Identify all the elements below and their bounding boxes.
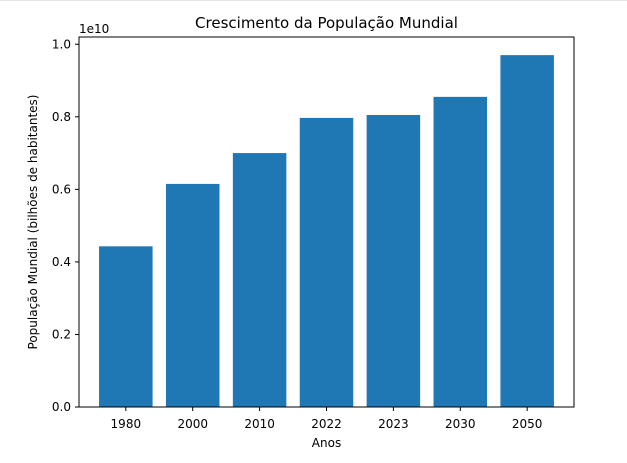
x-tick-label: 2050	[512, 417, 543, 431]
x-tick-label: 2000	[177, 417, 208, 431]
bar-2010	[232, 153, 287, 407]
bar-2023	[366, 114, 421, 407]
bar-1980	[99, 246, 153, 407]
x-tick-label: 2010	[244, 417, 275, 431]
bars-group	[99, 55, 554, 408]
y-tick-label: 0.6	[52, 182, 71, 196]
chart-title: Crescimento da População Mundial	[195, 14, 458, 32]
y-tick-label: 0.4	[52, 255, 71, 269]
bar-2022	[299, 117, 354, 408]
bar-2000	[165, 183, 220, 407]
y-tick-label: 0.2	[52, 327, 71, 341]
plot-frame	[78, 36, 575, 408]
bar-2030	[433, 96, 488, 408]
bar-2050	[500, 55, 554, 407]
x-tick-label: 2023	[378, 417, 409, 431]
top-divider	[0, 0, 627, 1]
y-tick-label: 1.0	[52, 37, 71, 51]
y-tick-label: 0.8	[52, 110, 71, 124]
x-tick-label: 1980	[111, 417, 142, 431]
x-tick-label: 2022	[311, 417, 342, 431]
y-axis-label: População Mundial (bilhões de habitantes…	[26, 95, 40, 350]
x-tick-label: 2030	[445, 417, 476, 431]
y-axis-offset-label: 1e10	[79, 22, 109, 36]
x-axis: 1980 2000 2010 2022 2023 2030 2050	[111, 407, 543, 431]
y-axis: 0.0 0.2 0.4 0.6 0.8 1.0	[52, 37, 79, 414]
x-axis-label: Anos	[312, 436, 341, 450]
y-tick-label: 0.0	[52, 400, 71, 414]
